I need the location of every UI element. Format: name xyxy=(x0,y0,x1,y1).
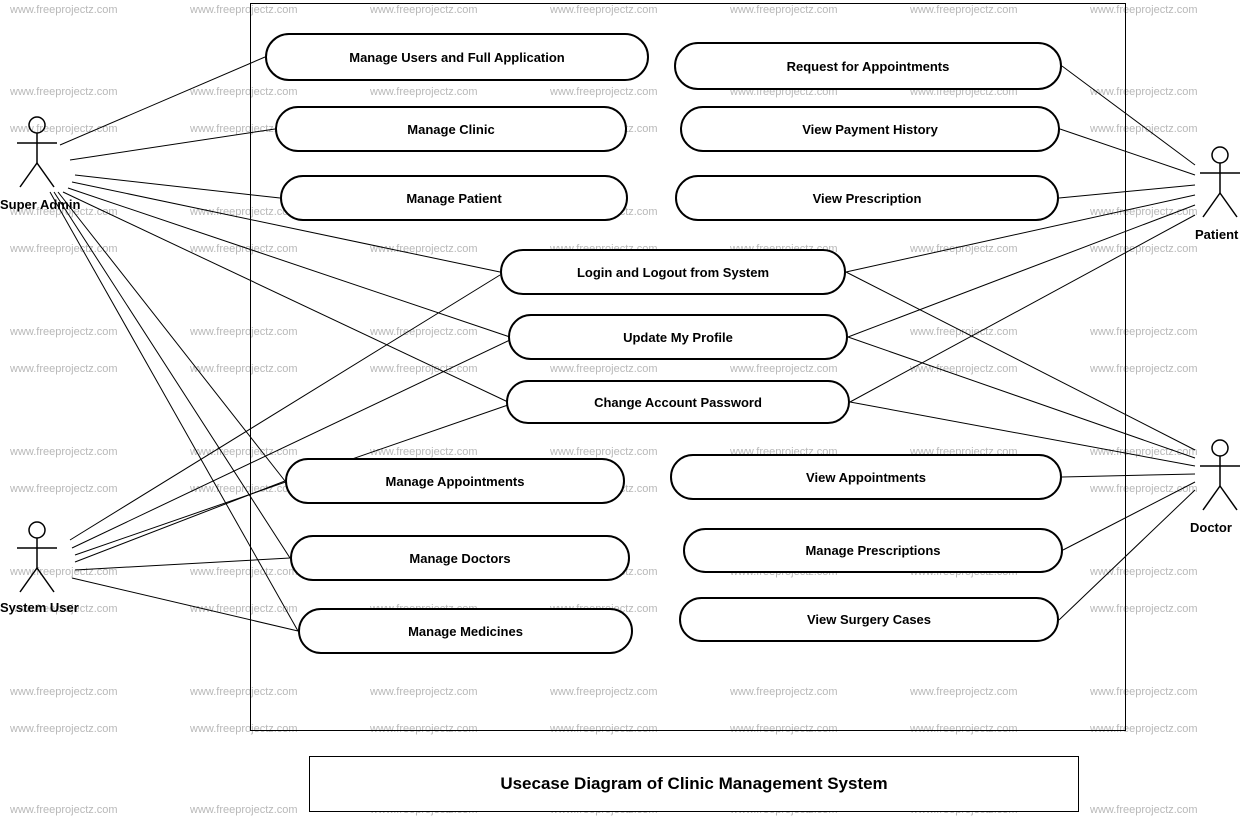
actor-system-user xyxy=(12,520,62,600)
uc-view-surgery-cases: View Surgery Cases xyxy=(679,597,1059,642)
uc-view-appointments: View Appointments xyxy=(670,454,1062,500)
uc-manage-prescriptions: Manage Prescriptions xyxy=(683,528,1063,573)
uc-view-prescription: View Prescription xyxy=(675,175,1059,221)
uc-update-profile: Update My Profile xyxy=(508,314,848,360)
uc-manage-appointments: Manage Appointments xyxy=(285,458,625,504)
uc-view-payment-history: View Payment History xyxy=(680,106,1060,152)
uc-manage-medicines: Manage Medicines xyxy=(298,608,633,654)
uc-change-password: Change Account Password xyxy=(506,380,850,424)
uc-manage-patient: Manage Patient xyxy=(280,175,628,221)
uc-manage-doctors: Manage Doctors xyxy=(290,535,630,581)
uc-manage-clinic: Manage Clinic xyxy=(275,106,627,152)
actor-label-patient: Patient xyxy=(1195,227,1238,242)
diagram-layer: Manage Users and Full Application Manage … xyxy=(0,0,1246,819)
actor-super-admin xyxy=(12,115,62,195)
actor-label-super-admin: Super Admin xyxy=(0,197,80,212)
actor-label-system-user: System User xyxy=(0,600,79,615)
diagram-title: Usecase Diagram of Clinic Management Sys… xyxy=(309,756,1079,812)
actor-doctor xyxy=(1195,438,1245,518)
uc-manage-users: Manage Users and Full Application xyxy=(265,33,649,81)
uc-login-logout: Login and Logout from System xyxy=(500,249,846,295)
actor-label-doctor: Doctor xyxy=(1190,520,1232,535)
actor-patient xyxy=(1195,145,1245,225)
uc-request-appointments: Request for Appointments xyxy=(674,42,1062,90)
